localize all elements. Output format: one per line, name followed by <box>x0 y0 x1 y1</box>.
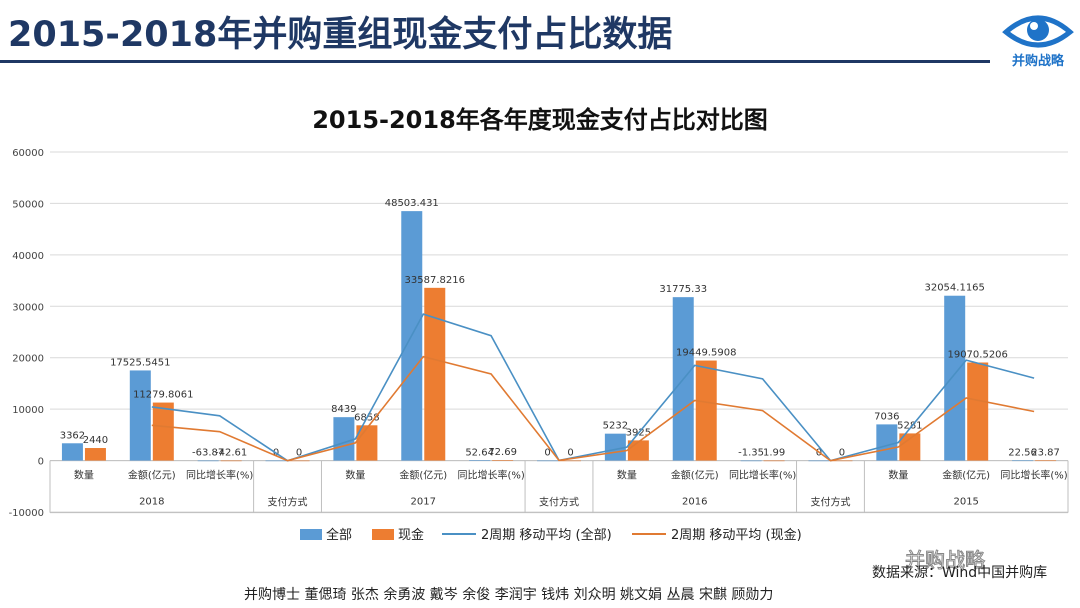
bar-all <box>265 460 287 462</box>
y-tick-label: 40000 <box>12 251 44 262</box>
logo-text: 并购战略 <box>1011 54 1064 69</box>
x-tick-label: 数量 <box>345 469 365 482</box>
group-label: 2015 <box>953 497 978 508</box>
bar-cash <box>967 362 989 461</box>
data-label: 33587.8216 <box>405 275 465 286</box>
data-label: 19449.5908 <box>676 348 736 359</box>
bar-cash <box>560 460 581 462</box>
data-label: 0 <box>544 448 550 459</box>
data-label: 1.99 <box>763 448 785 459</box>
bar-all <box>944 295 966 461</box>
data-label: 22.56 <box>1008 447 1037 458</box>
header: 2015-2018年并购重组现金支付占比数据 并购战略 <box>0 0 1080 70</box>
data-label: 7036 <box>874 411 899 422</box>
bar-cash <box>763 460 785 462</box>
data-label: -63.87 <box>192 448 224 459</box>
y-tick-label: 60000 <box>12 148 44 159</box>
data-label: 17525.5451 <box>110 357 170 368</box>
y-tick-label: 30000 <box>12 302 44 313</box>
y-tick-label: -10000 <box>9 508 44 519</box>
chart: -10000 0 10000 20000 30000 40000 50000 60000 201… <box>9 148 1069 543</box>
legend-label: 2周期 移动平均 (全部) <box>481 527 612 543</box>
y-tick-label: 0 <box>38 457 44 468</box>
x-tick-label: 同比增长率(%) <box>1000 469 1067 482</box>
legend-label: 全部 <box>326 527 352 543</box>
bar-cash <box>152 402 174 461</box>
data-label: 11279.8061 <box>133 390 193 401</box>
bar-cash <box>84 448 106 461</box>
data-label: 0 <box>567 448 573 459</box>
watermark-text: 并购战略 <box>905 548 986 573</box>
data-label: 52.64 <box>465 447 494 458</box>
data-label: 5281 <box>897 420 922 431</box>
line-ma-all <box>151 313 1035 462</box>
data-label: 5232 <box>603 421 628 432</box>
y-tick-label: 20000 <box>12 354 44 365</box>
x-tick-label: 同比增长率(%) <box>186 469 253 482</box>
bar-all <box>740 460 762 462</box>
line-ma-cash <box>151 355 1035 462</box>
data-label: 32054.1165 <box>924 283 984 294</box>
data-label: 8439 <box>331 404 356 415</box>
bar-all <box>61 443 83 461</box>
bar-cash <box>831 460 853 462</box>
bar-cash <box>627 440 649 461</box>
eye-icon <box>1002 15 1074 48</box>
bar-all <box>1012 460 1034 462</box>
data-label: 0 <box>839 448 845 459</box>
bar-cash <box>220 460 242 462</box>
data-label: 23.87 <box>1031 447 1060 458</box>
legend-swatch <box>300 529 322 540</box>
x-tick-label: 数量 <box>617 469 637 482</box>
bar-all <box>604 433 626 461</box>
data-label: 31775.33 <box>659 284 707 295</box>
bar-all <box>129 370 151 461</box>
group-label: 2016 <box>682 497 707 508</box>
x-tick-label: 同比增长率(%) <box>457 469 524 482</box>
bar-cash <box>288 460 310 462</box>
bar-all <box>197 460 219 462</box>
x-tick-label: 数量 <box>74 469 94 482</box>
bar-cash <box>899 433 921 461</box>
bar-cash <box>695 360 717 461</box>
chart-title: 2015-2018年各年度现金支付占比对比图 <box>312 106 768 134</box>
bar-all <box>808 460 830 462</box>
x-tick-label: 金额(亿元) <box>128 469 176 482</box>
legend-label: 2周期 移动平均 (现金) <box>671 527 802 543</box>
x-tick-label: 数量 <box>888 469 908 482</box>
bar-all <box>333 417 355 461</box>
data-label: 19070.5206 <box>947 349 1007 360</box>
data-label: 72.69 <box>488 447 517 458</box>
bar-all <box>876 424 898 461</box>
data-label: 0 <box>296 448 302 459</box>
bar-cash <box>492 460 514 461</box>
data-label: 3362 <box>60 430 85 441</box>
x-tick-label: 金额(亿元) <box>399 469 447 482</box>
credits-line: 并购博士 董偲琦 张杰 余勇波 戴岑 余俊 李润宇 钱炜 刘众明 姚文娟 丛晨 … <box>244 587 774 603</box>
data-label: 48503.431 <box>385 198 439 209</box>
bar-cash <box>424 287 446 461</box>
data-label: 2440 <box>83 435 108 446</box>
title-divider <box>0 60 990 63</box>
x-tick-label: 金额(亿元) <box>942 469 990 482</box>
y-tick-label: 50000 <box>12 199 44 210</box>
data-label: -1.35 <box>738 448 764 459</box>
x-tick-label: 支付方式 <box>539 496 579 509</box>
y-tick-label: 10000 <box>12 405 44 416</box>
group-label: 2017 <box>411 497 436 508</box>
data-label: -42.61 <box>215 448 247 459</box>
group-label: 2018 <box>139 497 164 508</box>
page-title: 2015-2018年并购重组现金支付占比数据 <box>8 15 673 55</box>
bar-all <box>469 460 491 461</box>
x-tick-label: 支付方式 <box>268 496 308 509</box>
legend-label: 现金 <box>398 527 424 543</box>
legend-swatch <box>372 529 394 540</box>
bar-all <box>537 460 558 462</box>
bar-cash <box>1035 460 1057 462</box>
data-source: 数据来源：Wind中国并购库 <box>872 565 1048 581</box>
x-tick-label: 同比增长率(%) <box>729 469 796 482</box>
x-tick-label: 支付方式 <box>810 496 850 509</box>
x-tick-label: 金额(亿元) <box>671 469 719 482</box>
